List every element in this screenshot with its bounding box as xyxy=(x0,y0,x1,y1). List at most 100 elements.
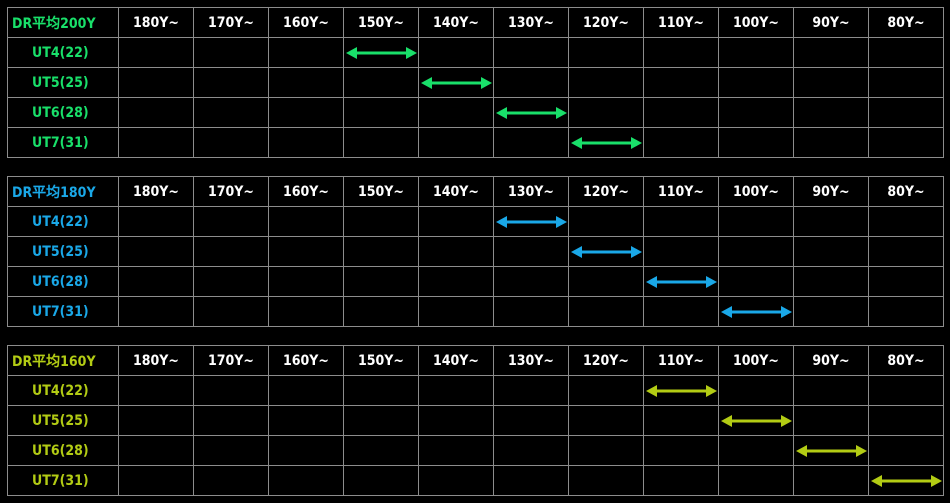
column-header: 170Y~ xyxy=(193,345,269,376)
row-label: UT6(28) xyxy=(7,266,119,297)
column-header: 80Y~ xyxy=(868,345,944,376)
column-header: 130Y~ xyxy=(493,345,569,376)
grid-cell xyxy=(868,465,944,496)
range-arrow xyxy=(571,137,642,149)
grid-cell xyxy=(193,375,269,406)
table-row: UT5(25) xyxy=(7,405,944,436)
row-label: UT6(28) xyxy=(7,97,119,128)
column-header: 130Y~ xyxy=(493,7,569,38)
grid-cell xyxy=(118,266,194,297)
grid-cell xyxy=(418,296,494,327)
row-label: UT5(25) xyxy=(7,67,119,98)
grid-cell xyxy=(493,405,569,436)
grid-cell xyxy=(118,375,194,406)
grid-cell xyxy=(268,465,344,496)
table-row: UT6(28) xyxy=(7,435,944,466)
range-arrow xyxy=(346,47,417,59)
grid-cell xyxy=(868,375,944,406)
grid-cell xyxy=(568,465,644,496)
table-title: DR平均180Y xyxy=(7,176,119,207)
range-arrow xyxy=(646,385,717,397)
range-arrow xyxy=(796,445,867,457)
grid-cell xyxy=(193,37,269,68)
row-label: UT5(25) xyxy=(7,236,119,267)
row-label: UT4(22) xyxy=(7,37,119,68)
grid-cell xyxy=(643,37,719,68)
column-header: 110Y~ xyxy=(643,176,719,207)
grid-cell xyxy=(343,206,419,237)
grid-cell xyxy=(343,97,419,128)
grid-cell xyxy=(493,37,569,68)
grid-cell xyxy=(343,127,419,158)
column-header: 170Y~ xyxy=(193,7,269,38)
grid-cell xyxy=(493,266,569,297)
grid-cell xyxy=(268,435,344,466)
grid-cell xyxy=(643,296,719,327)
row-label: UT5(25) xyxy=(7,405,119,436)
grid-cell xyxy=(193,67,269,98)
grid-cell xyxy=(343,67,419,98)
grid-cell xyxy=(493,206,569,237)
table-row: UT4(22) xyxy=(7,37,944,68)
grid-cell xyxy=(343,296,419,327)
grid-cell xyxy=(718,206,794,237)
grid-cell xyxy=(118,67,194,98)
grid-cell xyxy=(793,435,869,466)
table-row: UT6(28) xyxy=(7,266,944,297)
column-header: 140Y~ xyxy=(418,7,494,38)
grid-cell xyxy=(718,375,794,406)
grid-cell xyxy=(643,206,719,237)
grid-cell xyxy=(418,465,494,496)
column-header: 120Y~ xyxy=(568,7,644,38)
range-arrow xyxy=(571,246,642,258)
grid-cell xyxy=(193,465,269,496)
grid-cell xyxy=(418,97,494,128)
grid-cell xyxy=(493,127,569,158)
grid-cell xyxy=(568,206,644,237)
grid-cell xyxy=(268,127,344,158)
grid-cell xyxy=(493,375,569,406)
grid-cell xyxy=(718,97,794,128)
row-label: UT6(28) xyxy=(7,435,119,466)
column-header: 180Y~ xyxy=(118,7,194,38)
grid-cell xyxy=(868,236,944,267)
grid-cell xyxy=(718,127,794,158)
grid-cell xyxy=(493,435,569,466)
grid-cell xyxy=(793,375,869,406)
grid-cell xyxy=(868,67,944,98)
grid-cell xyxy=(718,266,794,297)
grid-cell xyxy=(793,296,869,327)
grid-cell xyxy=(268,206,344,237)
grid-cell xyxy=(118,236,194,267)
column-header: 120Y~ xyxy=(568,176,644,207)
grid-cell xyxy=(568,435,644,466)
table-row: UT5(25) xyxy=(7,236,944,267)
grid-cell xyxy=(268,405,344,436)
grid-cell xyxy=(568,405,644,436)
grid-cell xyxy=(868,97,944,128)
grid-cell xyxy=(343,266,419,297)
range-arrow xyxy=(721,415,792,427)
grid-cell xyxy=(793,266,869,297)
grid-cell xyxy=(568,67,644,98)
grid-cell xyxy=(568,236,644,267)
table-row: UT7(31) xyxy=(7,296,944,327)
grid-cell xyxy=(193,206,269,237)
grid-cell xyxy=(193,266,269,297)
grid-cell xyxy=(343,435,419,466)
grid-cell xyxy=(418,127,494,158)
grid-cell xyxy=(643,266,719,297)
column-header: 150Y~ xyxy=(343,7,419,38)
grid-cell xyxy=(718,435,794,466)
column-header: 130Y~ xyxy=(493,176,569,207)
row-label: UT4(22) xyxy=(7,375,119,406)
table-row: UT5(25) xyxy=(7,67,944,98)
distance-table: DR平均200Y 180Y~ 170Y~ 160Y~ 150Y~ 140Y~ 130Y~ 12… xyxy=(7,7,944,158)
grid-cell xyxy=(343,37,419,68)
grid-cell xyxy=(493,67,569,98)
column-header: 170Y~ xyxy=(193,176,269,207)
grid-cell xyxy=(793,465,869,496)
grid-cell xyxy=(718,236,794,267)
grid-cell xyxy=(418,37,494,68)
grid-cell xyxy=(118,465,194,496)
